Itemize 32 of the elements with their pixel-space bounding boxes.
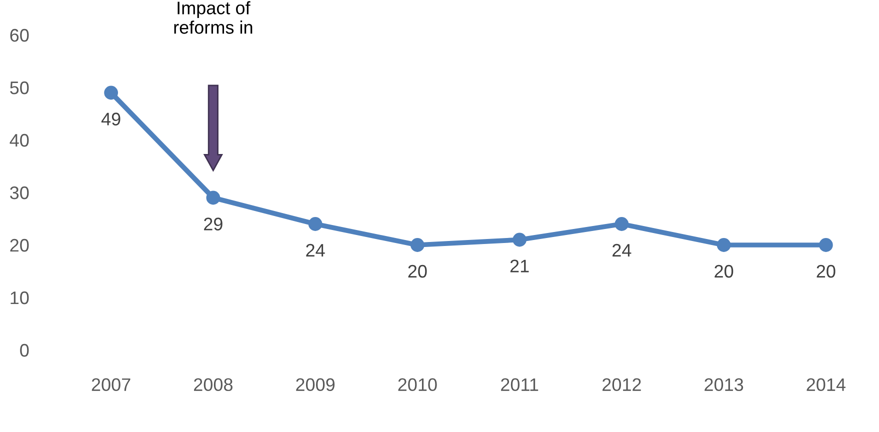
data-label: 24 xyxy=(612,244,632,257)
y-tick-label: 30 xyxy=(10,186,29,200)
x-tick-label: 2012 xyxy=(602,378,641,392)
point xyxy=(308,217,322,231)
y-tick-label: 20 xyxy=(10,238,29,252)
data-label: 24 xyxy=(306,244,325,257)
y-tick-label: 0 xyxy=(20,344,29,357)
data-label: 20 xyxy=(816,264,836,278)
x-tick-label: 2013 xyxy=(704,378,744,392)
point xyxy=(716,238,731,252)
x-tick-label: 2009 xyxy=(296,378,335,392)
point xyxy=(614,217,629,231)
point xyxy=(410,238,424,252)
x-tick-label: 2014 xyxy=(806,378,846,392)
y-tick-label: 50 xyxy=(10,81,29,94)
data-label: 21 xyxy=(510,260,529,272)
y-tick-label: 60 xyxy=(10,28,29,42)
x-tick-label: 2008 xyxy=(194,378,232,392)
point xyxy=(512,232,527,247)
data-label: 29 xyxy=(204,218,222,230)
data-label: 49 xyxy=(101,112,120,126)
point xyxy=(818,238,833,252)
x-tick-label: 2011 xyxy=(501,378,538,392)
x-tick-label: 2010 xyxy=(398,378,437,392)
y-tick-label: 10 xyxy=(10,291,29,304)
text: Impact of reforms in xyxy=(174,1,252,34)
point xyxy=(206,190,220,205)
data-label: 20 xyxy=(408,264,427,278)
y-tick-label: 40 xyxy=(10,134,29,147)
data-label: 20 xyxy=(714,264,734,278)
x-tick-label: 2007 xyxy=(92,378,130,392)
point xyxy=(104,86,118,100)
